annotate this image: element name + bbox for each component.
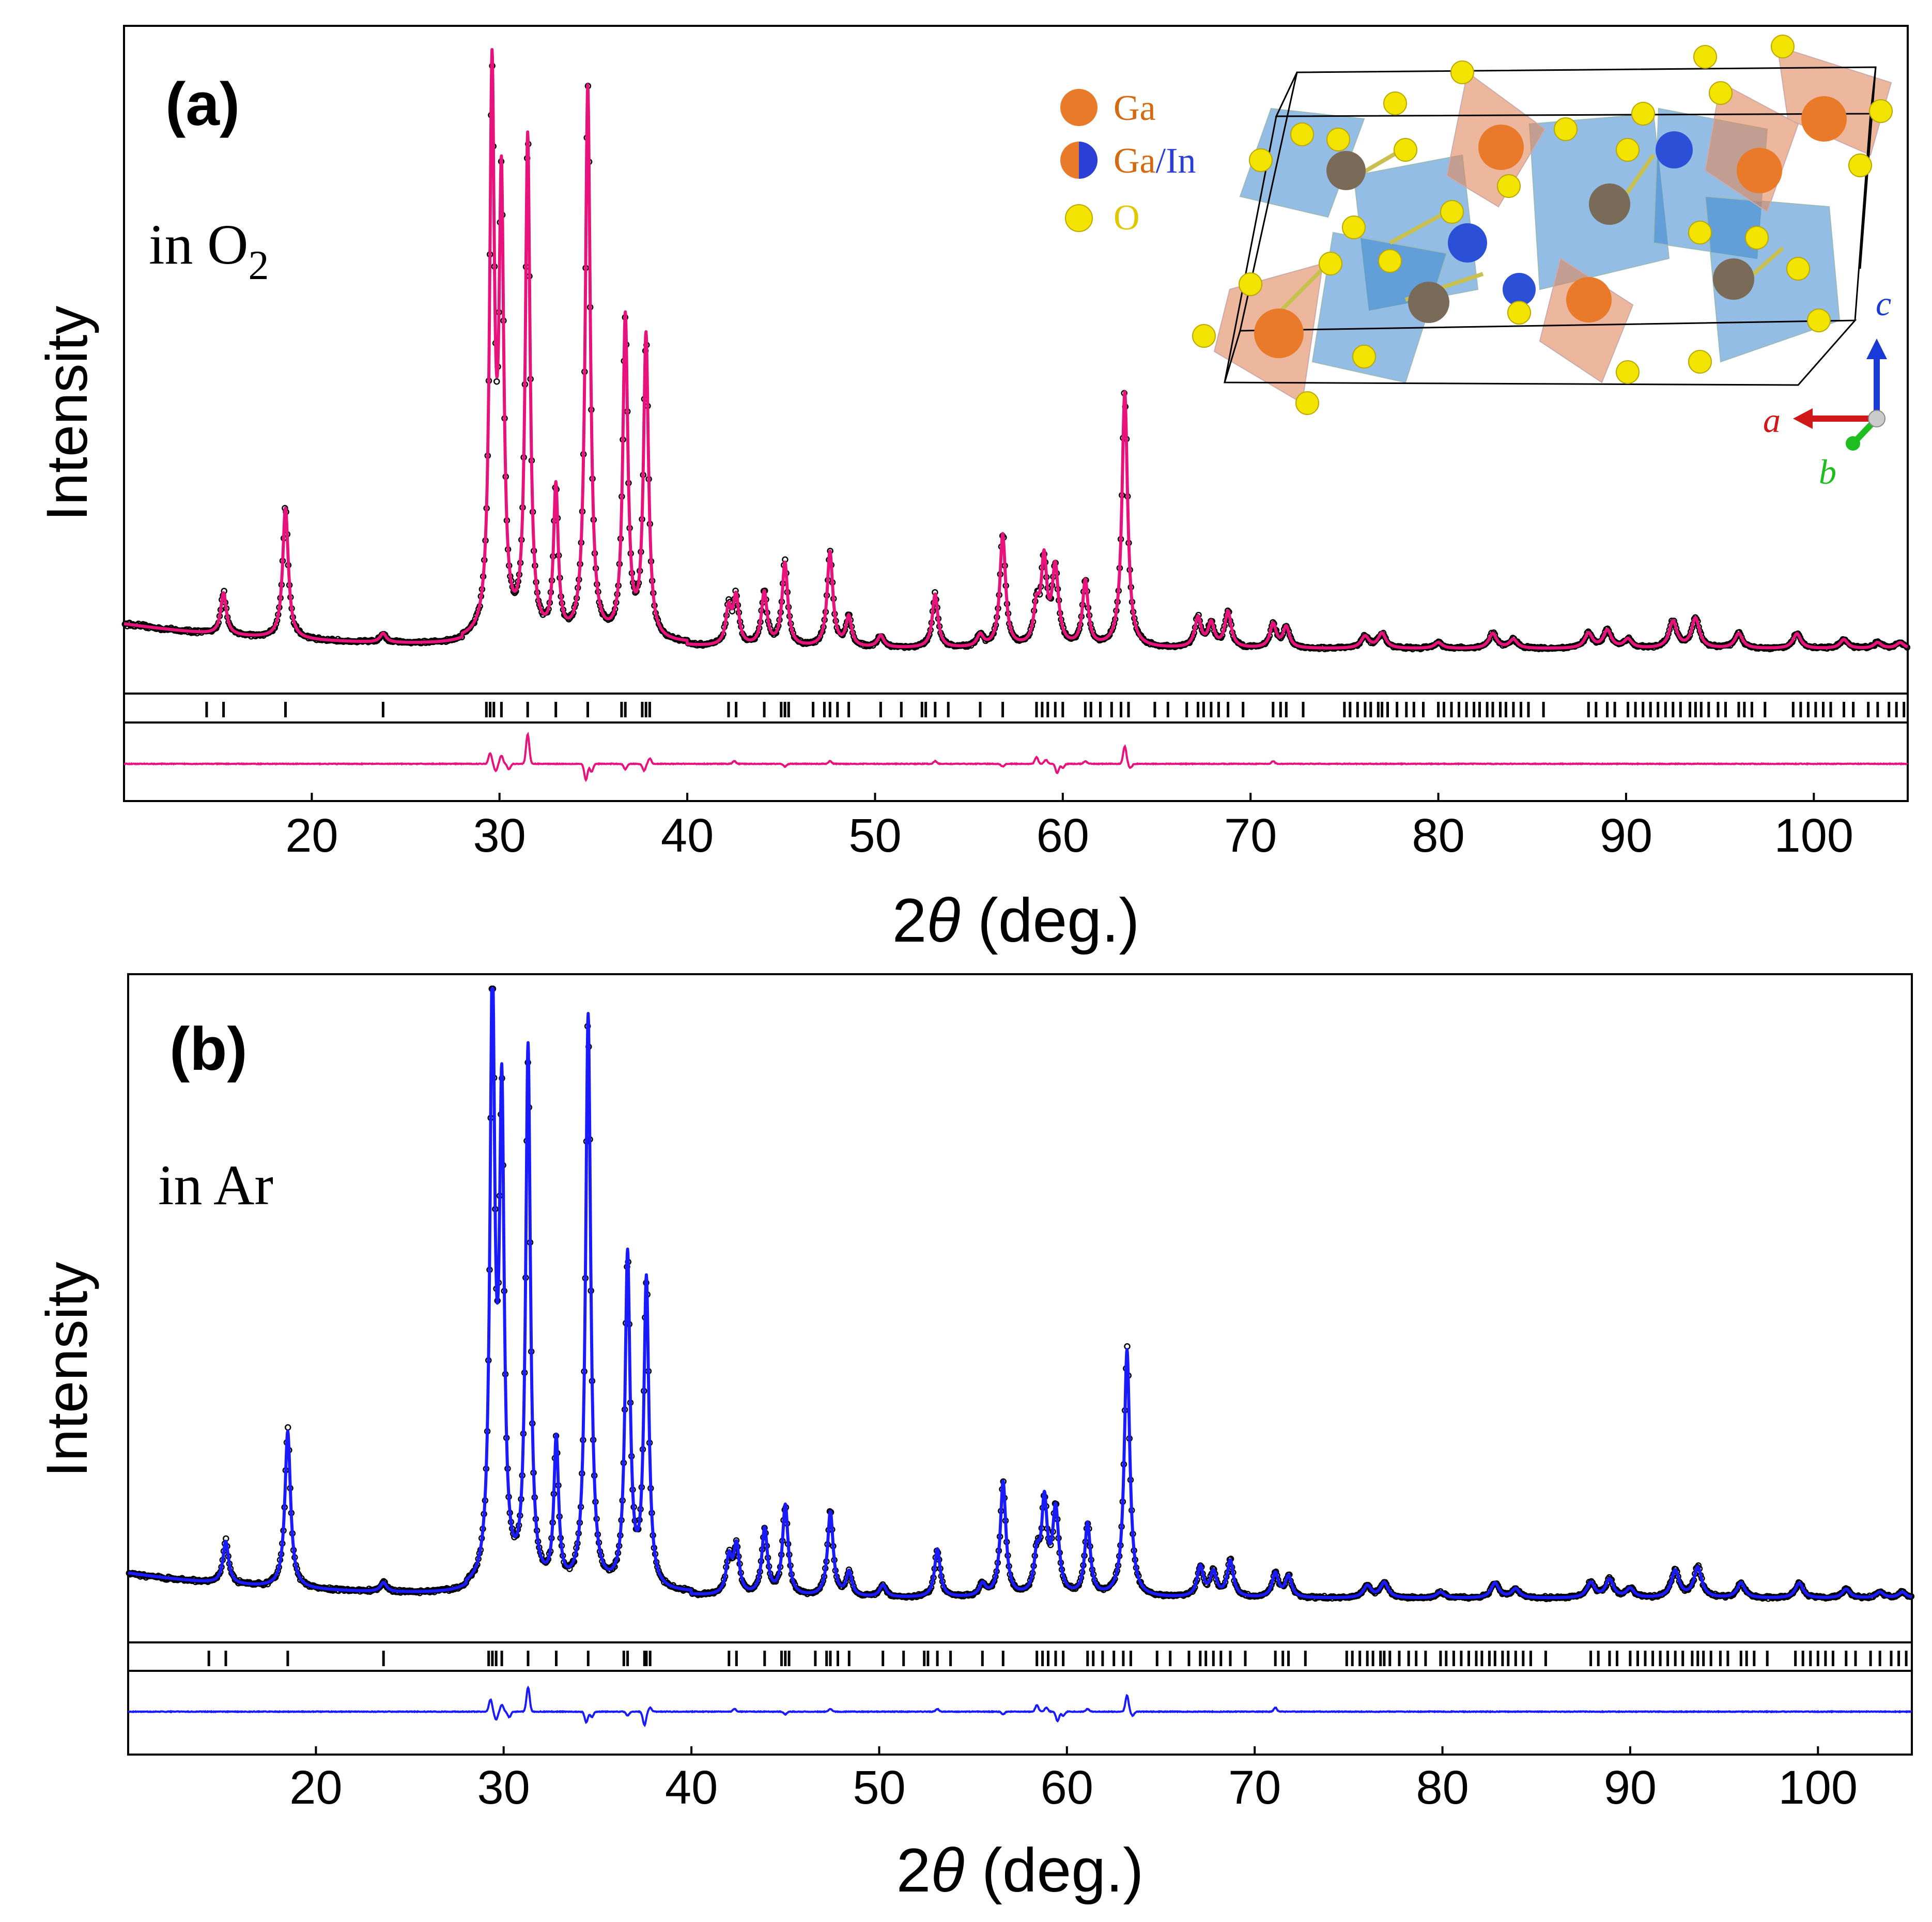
x-tick-label: 80: [1416, 1761, 1469, 1814]
x-tick-label: 60: [1037, 809, 1089, 862]
x-axis-label-a-pre: 2: [892, 886, 927, 955]
x-tick-label: 70: [1224, 809, 1277, 862]
condition-label-b: in Ar: [158, 1154, 273, 1217]
legend-ga-icon: [1060, 89, 1098, 126]
legend-gain-label: Ga/In: [1114, 141, 1196, 181]
legend-gain-ga: Ga: [1114, 141, 1156, 181]
o-atom: [1616, 360, 1640, 384]
b-axis-label: b: [1819, 452, 1836, 491]
ga-atom: [1566, 277, 1612, 322]
panel-a: 20 30 40 50 60 70 80 90 100 (a) in O2 Intensity …: [35, 25, 1911, 955]
legend-ga-label: Ga: [1114, 88, 1156, 128]
o-atom: [1688, 350, 1712, 374]
x-tick-label: 60: [1041, 1761, 1093, 1814]
x-tick-label: 100: [1774, 809, 1854, 862]
x-axis-label-b-theta: θ: [931, 1836, 964, 1905]
o-atom: [1326, 128, 1350, 151]
o-atom: [1378, 249, 1402, 273]
gain-atom: [1326, 151, 1366, 190]
o-atom: [1394, 138, 1417, 162]
o-atom: [1786, 257, 1810, 281]
o-atom: [1554, 117, 1578, 141]
x-tick-label: 40: [665, 1761, 718, 1814]
legend-o-icon: [1065, 204, 1093, 232]
gain-atom: [1713, 258, 1754, 300]
x-axis-label-b: 2θ (deg.): [897, 1836, 1144, 1905]
o-atom: [1507, 301, 1531, 325]
difference-line: [124, 731, 1908, 782]
o-atom: [1383, 91, 1407, 115]
o-atom: [1295, 391, 1319, 415]
gain-atom: [1589, 183, 1630, 225]
o-atom: [1745, 226, 1769, 250]
x-axis-label-b-pre: 2: [897, 1836, 931, 1905]
o-atom: [1497, 174, 1521, 198]
o-atom: [1616, 138, 1640, 162]
o-atom: [1319, 252, 1342, 275]
c-axis-label: c: [1876, 284, 1891, 323]
o-atom: [1440, 200, 1464, 224]
difference-curve-a: [124, 731, 1908, 782]
x-tick-label: 30: [473, 809, 526, 862]
o-atom: [1290, 122, 1314, 146]
o-atom: [1807, 309, 1831, 332]
a-axis-label: a: [1763, 401, 1781, 440]
x-tick-label: 20: [285, 809, 338, 862]
y-axis-label-b: Intensity: [35, 1262, 99, 1477]
y-axis-label-a: Intensity: [35, 305, 99, 521]
x-tick-label: 90: [1604, 1761, 1657, 1814]
gain-atom: [1656, 131, 1693, 168]
panel-label-b: (b): [169, 1015, 248, 1083]
legend-gain-in: In: [1166, 141, 1196, 181]
x-tick-label: 20: [289, 1761, 342, 1814]
o-atom: [1631, 102, 1655, 126]
condition-subscript-a: 2: [249, 243, 269, 288]
observed-point: [493, 378, 500, 385]
condition-text-a: in O: [149, 213, 249, 276]
x-tick-label: 70: [1228, 1761, 1281, 1814]
ga-atom: [1254, 309, 1304, 358]
o-atom: [1848, 153, 1872, 177]
x-tick-label: 90: [1600, 809, 1652, 862]
o-atom: [1709, 81, 1733, 105]
o-atom: [1239, 272, 1262, 296]
o-atom: [1192, 324, 1216, 348]
panel-a-frame: [123, 25, 1909, 802]
x-tick-label: 50: [853, 1761, 905, 1814]
o-atom: [1693, 45, 1717, 69]
o-atom: [1771, 35, 1795, 58]
legend-gain-slash: /: [1156, 141, 1166, 181]
x-tick-label: 40: [661, 809, 714, 862]
triad-origin: [1868, 410, 1885, 427]
x-axis-label-b-post: (deg.): [965, 1836, 1144, 1905]
o-atom: [1688, 221, 1712, 244]
x-axis-label-a-post: (deg.): [961, 886, 1140, 955]
o-atom: [1342, 216, 1366, 239]
gain-atom: [1408, 282, 1449, 323]
o-atom: [1450, 60, 1474, 84]
b-axis-head: [1846, 436, 1860, 451]
panel-label-a: (a): [165, 70, 240, 139]
x-tick-label: 80: [1412, 809, 1464, 862]
o-atom: [1869, 99, 1893, 123]
ga-atom: [1801, 96, 1847, 142]
ga-atom: [1478, 125, 1524, 170]
x-axis-label-a-theta: θ: [926, 886, 960, 955]
o-atom: [1249, 148, 1273, 172]
ga-atom: [1737, 148, 1782, 193]
gain-atom: [1448, 223, 1487, 263]
x-axis-label-a: 2θ (deg.): [892, 886, 1140, 955]
x-tick-label: 50: [848, 809, 901, 862]
legend-o-label: O: [1114, 198, 1140, 238]
o-atom: [1352, 345, 1376, 368]
legend-gain-icon: [1060, 142, 1098, 179]
bragg-ticks-a: [205, 702, 1906, 717]
x-tick-label: 100: [1779, 1761, 1858, 1814]
x-tick-label: 30: [477, 1761, 530, 1814]
